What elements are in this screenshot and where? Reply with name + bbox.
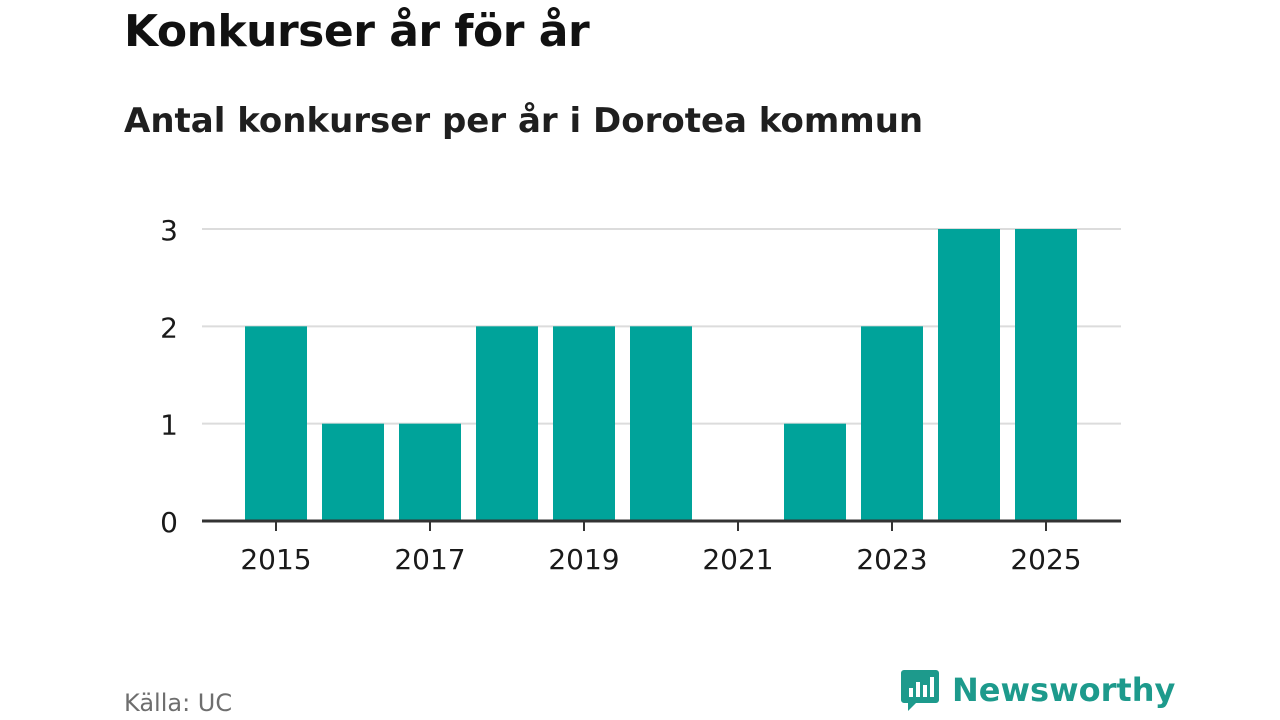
chart-title: Konkurser år för år: [124, 6, 590, 57]
bar-2025: [1015, 229, 1077, 521]
brand-name: Newsworthy: [952, 671, 1176, 709]
brand-logo: Newsworthy: [900, 668, 1175, 712]
bar-2020: [630, 326, 692, 521]
bar-chart: 0 1 2 3 2015 2017 2019 2021 2023 2025: [160, 214, 1121, 576]
bar-2024: [938, 229, 1000, 521]
bar-2018: [476, 326, 538, 521]
bar-2023: [861, 326, 923, 521]
x-tick-label: 2021: [702, 543, 773, 576]
bar-2017: [399, 423, 461, 521]
bar-2015: [245, 326, 307, 521]
bar-2016: [322, 423, 384, 521]
y-tick-label: 1: [160, 409, 178, 442]
x-tick-label: 2023: [856, 543, 927, 576]
x-tick-label: 2025: [1010, 543, 1081, 576]
y-tick-label: 3: [160, 214, 178, 247]
chart-subtitle: Antal konkurser per år i Dorotea kommun: [124, 101, 924, 141]
y-tick-label: 2: [160, 311, 178, 344]
bar-2019: [553, 326, 615, 521]
x-tick-label: 2019: [548, 543, 619, 576]
bar-2022: [784, 423, 846, 521]
bar-chart-speech-bubble-icon: [901, 670, 939, 711]
source-note: Källa: UC: [124, 689, 233, 717]
x-tick-label: 2017: [394, 543, 465, 576]
x-tick-label: 2015: [240, 543, 311, 576]
y-tick-label: 0: [160, 506, 178, 539]
